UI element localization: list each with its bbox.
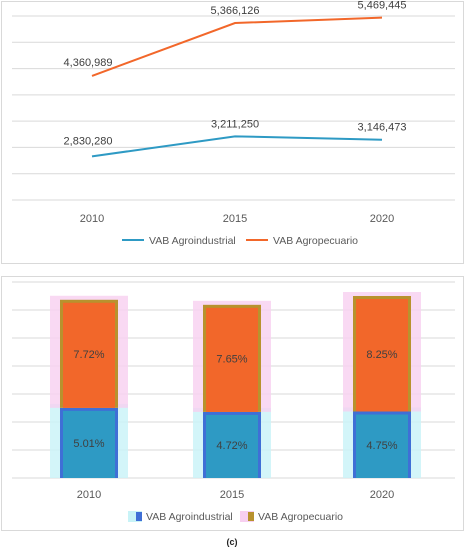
bar-segment (63, 302, 115, 408)
data-label: 5,469,445 (358, 0, 407, 12)
x-tick-label: 2020 (370, 489, 394, 501)
figure-caption: (c) (227, 537, 238, 547)
data-label: 2,830,280 (64, 135, 113, 147)
bar-segment (356, 299, 408, 412)
bar-segment (356, 414, 408, 478)
legend-swatch (136, 512, 142, 521)
data-label: 5.01% (73, 438, 104, 450)
legend-label: VAB Agropecuario (273, 235, 358, 247)
data-label: 3,211,250 (211, 118, 259, 130)
data-label: 7.65% (216, 353, 247, 365)
series-line (91, 135, 383, 158)
data-label: 3,146,473 (358, 122, 407, 134)
series-line (91, 16, 383, 77)
data-label: 4.72% (216, 440, 247, 452)
line-chart-frame (1, 1, 464, 264)
stacked-bar-chart: 5.01% 7.72% 2010 4.72% 7.65% 2015 4.75% 8.25% 20… (12, 281, 455, 523)
x-tick-label: 2015 (223, 213, 247, 225)
legend-label: VAB Agroindustrial (146, 511, 233, 523)
data-label: 8.25% (366, 349, 397, 361)
bar-segment (206, 307, 258, 412)
data-label: 4.75% (366, 440, 397, 452)
x-tick-label: 2010 (80, 213, 104, 225)
x-tick-label: 2020 (370, 213, 394, 225)
line-chart: 2010 2015 2020 2,830,280 3,211,250 3,146,473 4… (12, 0, 455, 247)
legend-label: VAB Agropecuario (258, 511, 343, 523)
legend-swatch (248, 512, 254, 521)
bar-segment (63, 410, 115, 478)
legend-label: VAB Agroindustrial (149, 235, 236, 247)
legend-glow (128, 511, 142, 522)
x-tick-label: 2010 (77, 489, 101, 501)
legend-glow (240, 511, 254, 522)
bar-segment (206, 414, 258, 478)
x-tick-label: 2015 (220, 489, 244, 501)
data-label: 4,360,989 (64, 57, 113, 69)
data-label: 7.72% (73, 349, 104, 361)
data-label: 5,366,126 (211, 5, 260, 17)
